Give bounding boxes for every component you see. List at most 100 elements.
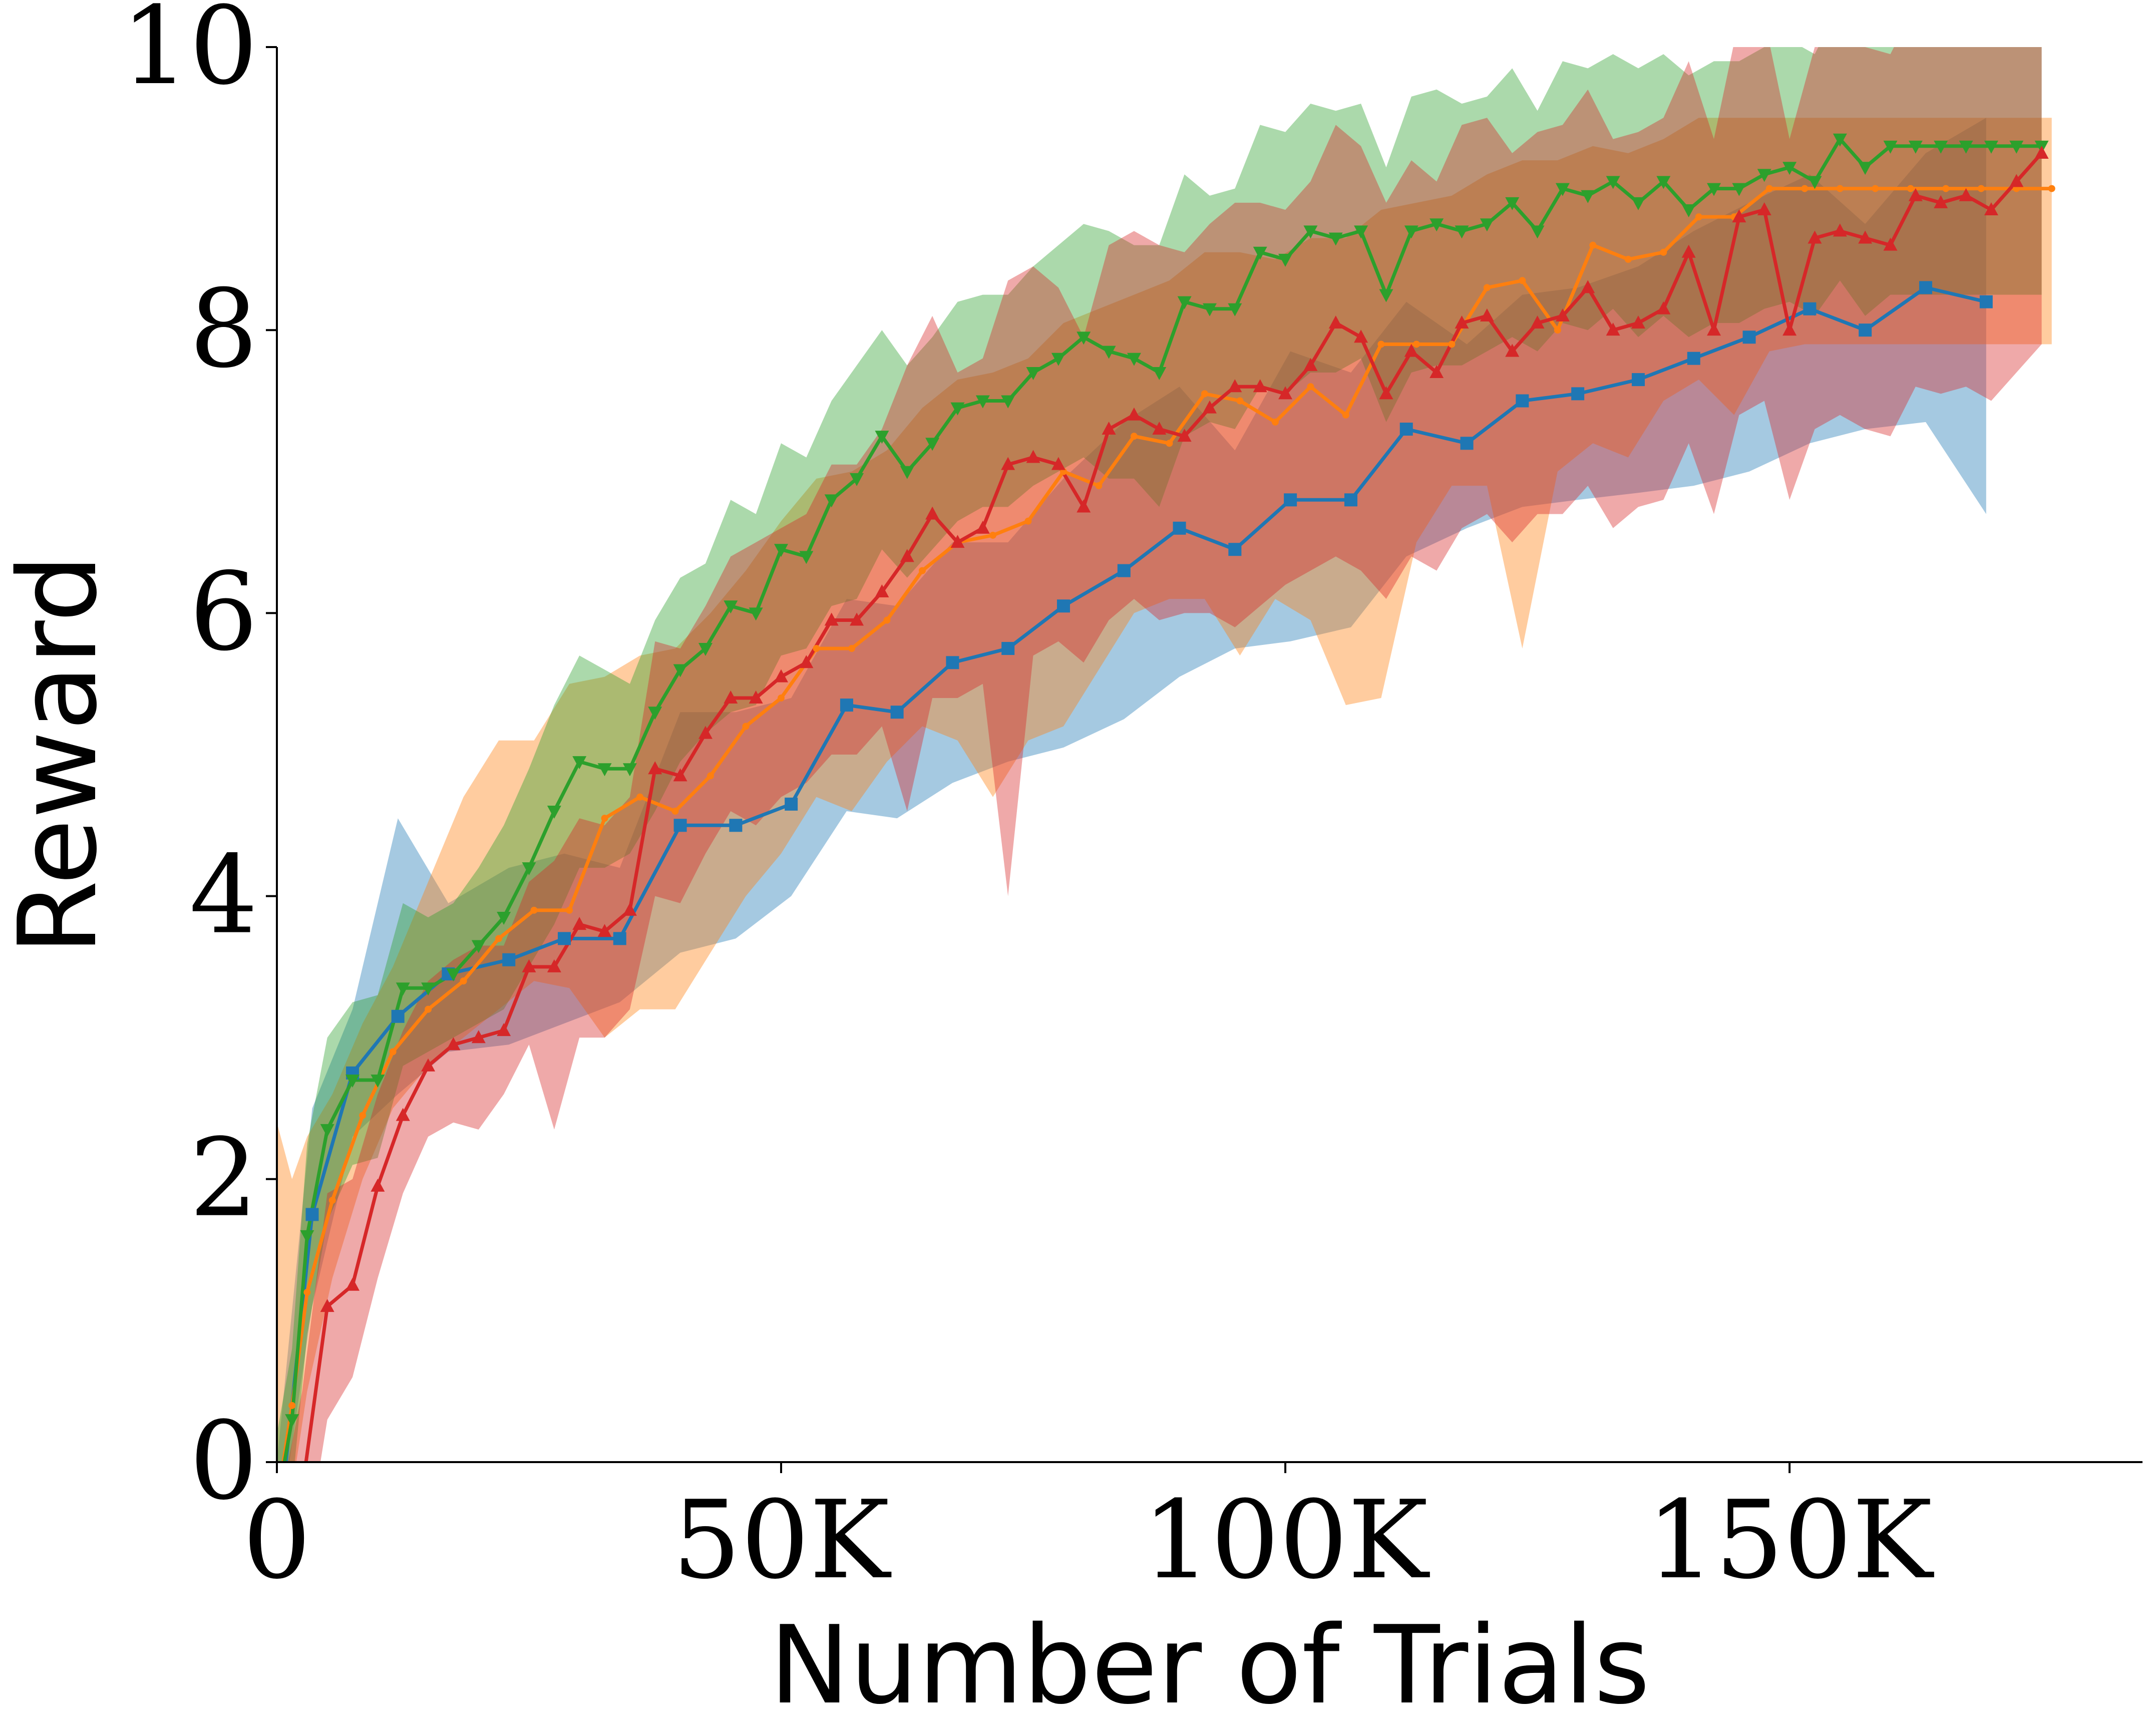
series-3-point (345, 1277, 360, 1291)
series-3-point (1606, 322, 1620, 336)
series-2-point (471, 940, 486, 953)
series-3-point (1581, 280, 1595, 293)
series-2-point (1757, 169, 1771, 182)
series-2-point (371, 1074, 385, 1088)
series-0-point (1687, 352, 1700, 365)
series-1-point (848, 645, 856, 652)
series-0-point (1979, 295, 1993, 308)
series-2-point (1681, 204, 1696, 217)
series-2-point (1051, 353, 1065, 366)
y-tick-label: 4 (189, 832, 258, 958)
series-1-point (1095, 482, 1103, 490)
series-3-point (1077, 499, 1091, 513)
y-tick-label: 2 (189, 1115, 258, 1241)
series-2-point (1833, 133, 1847, 147)
series-1-point (1342, 411, 1349, 419)
series-2-point (1253, 246, 1267, 260)
x-axis-title: Number of Trials (770, 1602, 1650, 1728)
y-axis-title: Reward (0, 554, 121, 955)
series-0-point (673, 819, 687, 832)
series-3-point (471, 1030, 486, 1044)
series-0-point (1859, 323, 1872, 337)
series-2-point (1858, 162, 1873, 175)
series-1-point (2048, 185, 2055, 192)
series-3-point (1354, 329, 1368, 343)
series-0-point (946, 656, 959, 669)
series-3-point (1253, 379, 1267, 393)
series-2-point (597, 763, 612, 777)
series-3-point (673, 768, 687, 782)
series-0-point (1571, 387, 1585, 401)
series-2-point (300, 1230, 314, 1243)
series-1-point (1624, 255, 1632, 263)
series-3-point (1934, 195, 1948, 208)
series-1-point (778, 694, 785, 702)
series-2-point (1581, 190, 1595, 203)
series-3-point (446, 1037, 461, 1051)
series-3-point (1984, 202, 1998, 215)
series-3-point (522, 959, 536, 972)
series-3-point (850, 612, 864, 626)
series-1-point (1377, 340, 1385, 348)
series-2-point (421, 982, 436, 996)
series-3-point (1328, 315, 1343, 329)
series-2-point (320, 1124, 334, 1137)
series-2-point (824, 494, 839, 508)
series-3-point (1278, 386, 1293, 400)
series-2-point (1102, 345, 1116, 359)
series-1-point (328, 1197, 336, 1204)
series-2-point (497, 911, 511, 925)
series-3-point (1505, 343, 1520, 357)
series-1-point (1765, 185, 1773, 192)
series-3-point (900, 549, 914, 562)
series-3-point (1555, 308, 1570, 321)
y-tick-label: 0 (189, 1398, 258, 1524)
series-3-point (1228, 379, 1242, 393)
series-0-point (729, 819, 743, 832)
series-2-point (1429, 218, 1444, 232)
series-2-point (925, 438, 940, 451)
series-3-point (648, 761, 662, 775)
series-1-point (1271, 418, 1279, 426)
x-tick-label: 150K (1647, 1477, 1934, 1603)
series-0-point (890, 706, 904, 719)
series-3-point (950, 535, 965, 548)
series-3-point (1379, 386, 1393, 400)
series-3-point (371, 1178, 385, 1192)
series-0-point (785, 797, 798, 811)
series-0-point (1631, 373, 1645, 387)
series-0-point (1460, 437, 1474, 450)
series-2-point (774, 544, 789, 557)
series-1-point (1554, 326, 1561, 334)
series-3-point (774, 669, 789, 682)
series-2-point (1707, 183, 1721, 196)
series-3-point (396, 1108, 410, 1121)
series-2-point (1883, 140, 1898, 154)
series-1-point (1942, 185, 1950, 192)
series-2-point (285, 1414, 299, 1428)
series-2-point (522, 862, 536, 876)
series-3-point (1203, 400, 1217, 414)
series-3-point (1001, 457, 1015, 470)
series-1-point (1236, 397, 1244, 405)
series-3-point (1656, 301, 1671, 314)
series-1-point (1589, 241, 1597, 249)
series-1-point (1130, 433, 1138, 440)
series-2-point (1782, 162, 1797, 175)
series-3-point (1631, 315, 1645, 329)
series-3-point (2009, 174, 2024, 187)
series-2-point (446, 968, 461, 982)
series-1-point (671, 808, 679, 815)
series-1-point (1977, 185, 1985, 192)
series-1-point (1695, 213, 1702, 221)
series-2-point (1606, 176, 1620, 189)
x-tick-label: 0 (243, 1477, 311, 1603)
y-tick-label: 8 (189, 266, 258, 392)
series-1-point (1660, 248, 1667, 256)
series-2-point (1908, 140, 1923, 154)
series-2-point (724, 600, 738, 614)
series-2-point (648, 707, 662, 720)
series-3-point (799, 655, 814, 668)
series-0-band (277, 118, 1986, 1462)
